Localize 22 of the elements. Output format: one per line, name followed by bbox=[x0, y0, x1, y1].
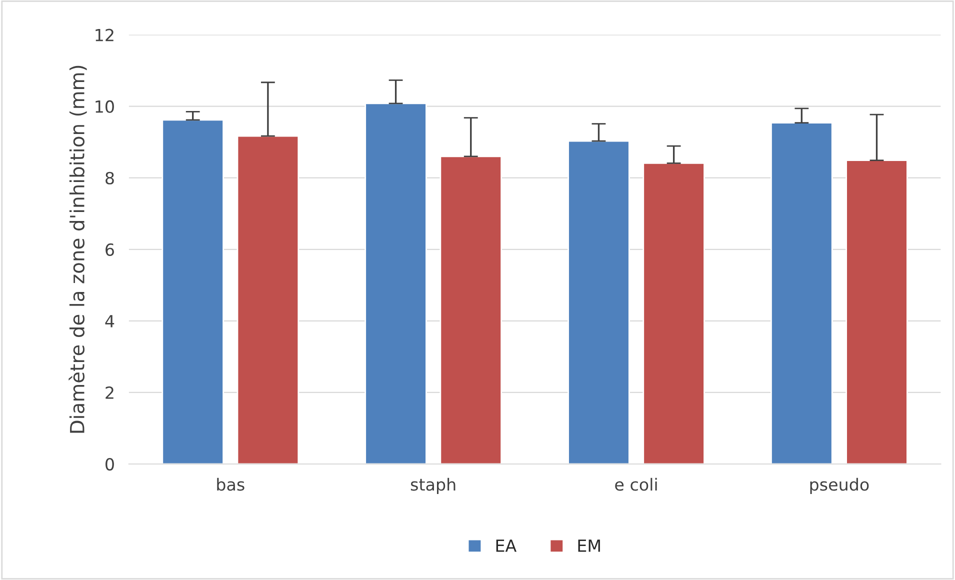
y-tick-label: 10 bbox=[96, 100, 114, 113]
y-tick-label: 8 bbox=[106, 172, 114, 184]
bar bbox=[642, 162, 705, 464]
bar bbox=[846, 160, 908, 464]
x-tick-label: bas bbox=[217, 478, 244, 491]
bar bbox=[162, 119, 224, 464]
bar bbox=[440, 156, 502, 464]
x-tick-label: pseudo bbox=[810, 478, 869, 494]
x-tick-label: e coli bbox=[615, 478, 657, 491]
y-tick-label: 12 bbox=[96, 28, 114, 42]
x-tick-label: staph bbox=[410, 478, 456, 494]
y-axis-title: Diamètre de la zone d'inhibition (mm) bbox=[68, 66, 87, 433]
bar bbox=[770, 122, 833, 464]
bar bbox=[236, 135, 300, 464]
legend-label: EM bbox=[578, 540, 600, 552]
y-tick-label: 0 bbox=[106, 458, 114, 471]
legend-label: EA bbox=[496, 540, 517, 552]
bar bbox=[364, 102, 427, 464]
bar bbox=[568, 140, 630, 464]
y-tick-label: 2 bbox=[106, 386, 114, 399]
y-tick-label: 6 bbox=[106, 243, 114, 256]
y-tick-label: 4 bbox=[105, 315, 114, 328]
